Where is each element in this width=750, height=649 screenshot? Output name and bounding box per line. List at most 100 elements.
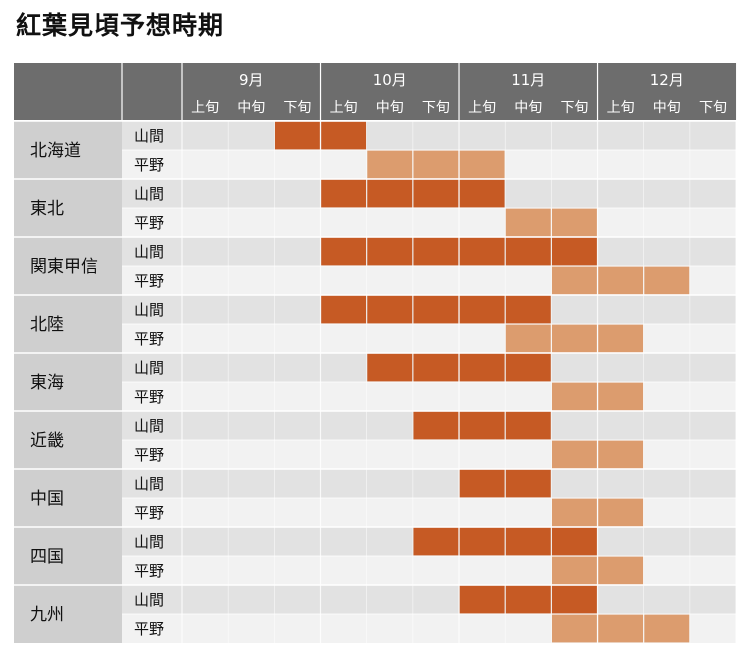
bloom-cell-plain (551, 208, 597, 237)
bloom-cell-mountain (367, 295, 413, 324)
data-row (122, 585, 737, 614)
bloom-cell-plain (598, 498, 644, 527)
bloom-cell-plain (413, 150, 459, 179)
bloom-cell-mountain (505, 527, 551, 556)
bloom-cell-mountain (321, 295, 367, 324)
bloom-cell-plain (598, 266, 644, 295)
data-row (122, 469, 737, 498)
row-type-label: 山間 (134, 591, 164, 609)
bloom-cell-plain (459, 150, 505, 179)
bloom-cell-plain (505, 208, 551, 237)
bloom-cell-plain (551, 614, 597, 643)
period-label: 中旬 (376, 100, 404, 116)
region-label: 四国 (30, 547, 64, 567)
month-label: 12月 (650, 71, 684, 89)
row-type-label: 平野 (134, 214, 164, 232)
region-label: 北海道 (30, 141, 81, 161)
row-type-label: 平野 (134, 272, 164, 290)
bloom-cell-plain (598, 440, 644, 469)
bloom-cell-mountain (459, 179, 505, 208)
row-type-label: 平野 (134, 504, 164, 522)
bloom-cell-mountain (459, 295, 505, 324)
region-label: 近畿 (30, 431, 64, 451)
header-background (14, 63, 737, 120)
region-cell (14, 121, 122, 179)
bloom-cell-plain (598, 614, 644, 643)
period-label: 中旬 (514, 100, 542, 116)
row-type-label: 山間 (134, 475, 164, 493)
region-label: 東海 (30, 373, 64, 393)
bloom-cell-mountain (321, 179, 367, 208)
bloom-cell-mountain (459, 353, 505, 382)
period-label: 下旬 (283, 100, 311, 116)
bloom-cell-mountain (551, 527, 597, 556)
bloom-cell-mountain (459, 469, 505, 498)
bloom-cell-plain (598, 324, 644, 353)
bloom-cell-plain (598, 556, 644, 585)
bloom-cell-plain (367, 150, 413, 179)
bloom-cell-plain (551, 440, 597, 469)
period-label: 下旬 (422, 100, 450, 116)
bloom-cell-mountain (505, 353, 551, 382)
bloom-cell-mountain (413, 295, 459, 324)
row-type-label: 山間 (134, 359, 164, 377)
row-type-label: 山間 (134, 533, 164, 551)
bloom-cell-mountain (413, 179, 459, 208)
period-label: 上旬 (468, 100, 496, 116)
bloom-cell-plain (551, 382, 597, 411)
region-label: 中国 (30, 489, 64, 509)
row-type-label: 平野 (134, 156, 164, 174)
row-type-label: 平野 (134, 446, 164, 464)
region-cell (14, 295, 122, 353)
month-label: 11月 (511, 71, 545, 89)
period-label: 上旬 (607, 100, 635, 116)
row-type-label: 山間 (134, 127, 164, 145)
bloom-cell-mountain (505, 411, 551, 440)
row-type-label: 山間 (134, 185, 164, 203)
bloom-cell-mountain (505, 585, 551, 614)
bloom-cell-mountain (274, 121, 320, 150)
data-row (122, 121, 737, 150)
bloom-cell-plain (505, 324, 551, 353)
bloom-cell-mountain (505, 237, 551, 266)
bloom-cell-mountain (459, 411, 505, 440)
period-label: 上旬 (330, 100, 358, 116)
month-label: 10月 (373, 71, 407, 89)
row-type-label: 山間 (134, 301, 164, 319)
bloom-cell-mountain (459, 527, 505, 556)
bloom-cell-plain (551, 498, 597, 527)
region-label: 関東甲信 (30, 257, 98, 277)
bloom-cell-mountain (459, 237, 505, 266)
bloom-cell-mountain (413, 353, 459, 382)
row-type-label: 山間 (134, 417, 164, 435)
bloom-cell-mountain (413, 527, 459, 556)
period-label: 下旬 (699, 100, 727, 116)
region-label: 東北 (30, 199, 64, 219)
bloom-cell-mountain (505, 295, 551, 324)
region-cell (14, 411, 122, 469)
bloom-cell-mountain (551, 585, 597, 614)
bloom-cell-mountain (413, 237, 459, 266)
period-label: 上旬 (191, 100, 219, 116)
bloom-cell-plain (598, 382, 644, 411)
bloom-cell-mountain (505, 469, 551, 498)
bloom-cell-plain (644, 266, 690, 295)
region-cell (14, 237, 122, 295)
region-cell (14, 585, 122, 643)
bloom-cell-plain (644, 614, 690, 643)
bloom-cell-mountain (367, 237, 413, 266)
row-type-label: 平野 (134, 562, 164, 580)
row-type-label: 山間 (134, 243, 164, 261)
region-label: 九州 (30, 605, 64, 625)
period-label: 中旬 (237, 100, 265, 116)
region-cell (14, 353, 122, 411)
chart-title: 紅葉見頃予想時期 (16, 11, 225, 40)
bloom-cell-mountain (413, 411, 459, 440)
row-type-label: 平野 (134, 330, 164, 348)
data-row (122, 208, 737, 237)
bloom-cell-mountain (367, 353, 413, 382)
period-label: 下旬 (560, 100, 588, 116)
bloom-cell-plain (551, 324, 597, 353)
region-cell (14, 469, 122, 527)
